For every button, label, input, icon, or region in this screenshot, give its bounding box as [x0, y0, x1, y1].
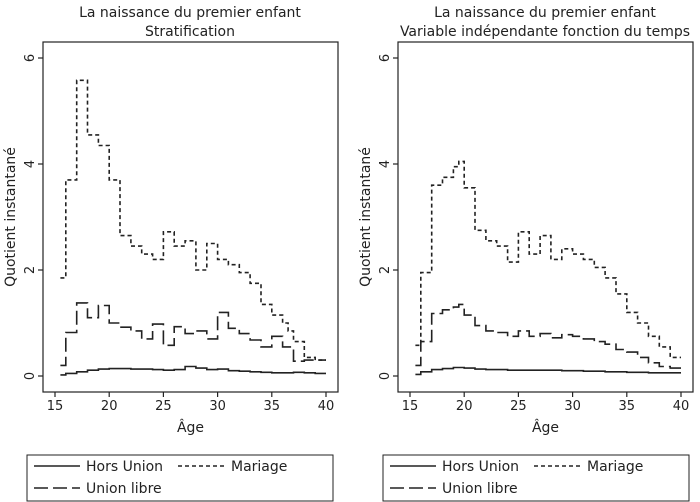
y-tick-label: 4 — [378, 160, 393, 168]
legend-label: Hors Union — [442, 459, 519, 475]
x-tick-label: 35 — [264, 399, 281, 414]
legend-label: Mariage — [231, 459, 287, 475]
y-tick-label: 2 — [378, 266, 393, 274]
x-tick-label: 15 — [47, 399, 64, 414]
x-axis-label: Âge — [532, 418, 559, 436]
y-tick-label: 2 — [23, 266, 38, 274]
y-tick-label: 4 — [23, 160, 38, 168]
chart-title: La naissance du premier enfant — [79, 5, 301, 21]
x-tick-label: 15 — [402, 399, 419, 414]
series-line-union-libre — [60, 302, 326, 367]
x-tick-label: 25 — [155, 399, 172, 414]
legend-label: Mariage — [587, 459, 643, 475]
plot-frame — [42, 41, 339, 393]
plot-frame — [397, 41, 694, 393]
series-line-mariage — [415, 160, 681, 359]
legend-label: Hors Union — [86, 459, 163, 475]
y-tick-label: 6 — [378, 54, 393, 62]
x-tick-label: 40 — [318, 399, 335, 414]
x-tick-label: 20 — [456, 399, 473, 414]
chart-subtitle: Stratification — [145, 24, 235, 40]
x-tick-label: 30 — [209, 399, 226, 414]
x-tick-label: 20 — [101, 399, 118, 414]
legend-label: Union libre — [86, 481, 162, 497]
x-axis-label: Âge — [177, 418, 204, 436]
y-axis-label: Quotient instantané — [358, 147, 374, 287]
y-tick-label: 6 — [23, 54, 38, 62]
x-tick-label: 30 — [564, 399, 581, 414]
x-tick-label: 40 — [673, 399, 690, 414]
right-chart-panel: La naissance du premier enfant Variable i… — [358, 5, 694, 502]
x-tick-label: 35 — [619, 399, 636, 414]
series-line-union-libre — [415, 303, 681, 369]
legend-box — [26, 454, 334, 502]
y-axis-label: Quotient instantané — [3, 147, 19, 287]
x-tick-label: 25 — [510, 399, 527, 414]
series-line-hors-union — [60, 365, 326, 376]
series-line-mariage — [60, 79, 326, 361]
y-tick-label: 0 — [378, 372, 393, 380]
chart-subtitle: Variable indépendante fonction du temps — [400, 24, 690, 40]
legend-box — [382, 454, 690, 502]
left-chart-panel: La naissance du premier enfant Stratifica… — [3, 5, 339, 502]
series-line-hors-union — [415, 366, 681, 376]
chart-title: La naissance du premier enfant — [434, 5, 656, 21]
y-tick-label: 0 — [23, 372, 38, 380]
legend-label: Union libre — [442, 481, 518, 497]
